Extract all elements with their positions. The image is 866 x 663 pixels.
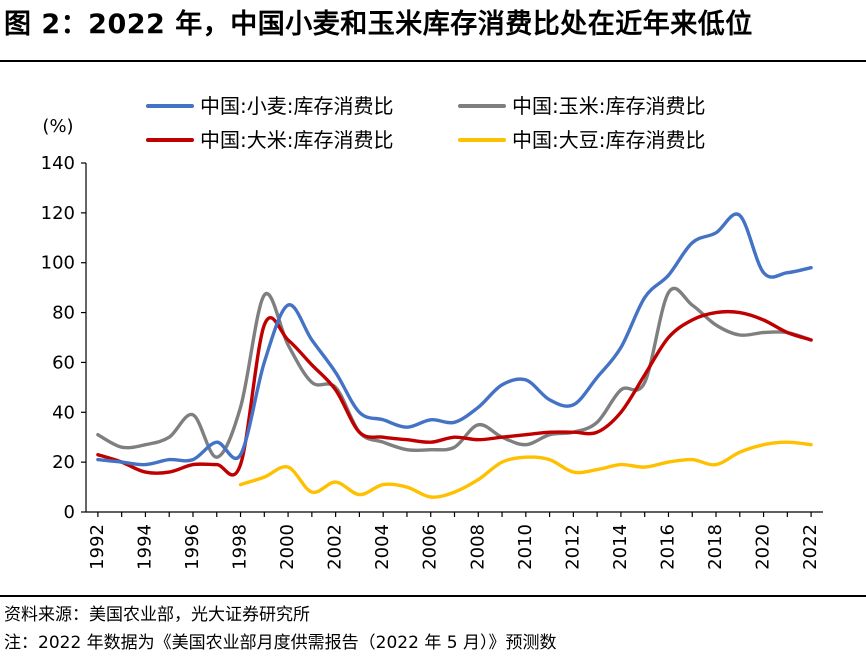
y-tick-label: 80 <box>52 303 75 324</box>
legend-label: 中国:大豆:库存消费比 <box>512 128 705 152</box>
chart-series-lines <box>96 212 813 499</box>
x-tick-label: 2020 <box>753 524 774 570</box>
legend-label: 中国:玉米:库存消费比 <box>512 94 705 118</box>
x-tick-label: 2012 <box>562 524 583 570</box>
line-chart: 0 20 40 60 80 100 120 140 1992 1994 1996 1998 2000 20… <box>41 94 823 570</box>
x-tick-label: 2018 <box>705 524 726 570</box>
chart-axes: 0 20 40 60 80 100 120 140 1992 1994 1996 1998 2000 20… <box>41 153 823 570</box>
y-tick-label: 20 <box>52 452 75 473</box>
x-tick-label: 1994 <box>134 524 155 570</box>
x-tick-label: 2008 <box>467 524 488 570</box>
series-line-0 <box>96 212 813 467</box>
series-line-2 <box>96 309 813 477</box>
y-tick-label: 140 <box>41 153 75 174</box>
x-tick-label: 2016 <box>657 524 678 570</box>
legend-label: 中国:大米:库存消费比 <box>200 128 393 152</box>
x-tick-label: 1992 <box>87 524 108 570</box>
top-rule <box>0 60 866 62</box>
x-tick-label: 2022 <box>800 524 821 570</box>
y-tick-label: 60 <box>52 352 75 373</box>
x-tick-label: 2000 <box>277 524 298 570</box>
series-line-1 <box>96 286 813 459</box>
legend-label: 中国:小麦:库存消费比 <box>200 94 393 118</box>
y-axis-unit-label: (%) <box>42 116 73 137</box>
x-tick-label: 2014 <box>610 524 631 570</box>
x-tick-label: 2004 <box>372 524 393 570</box>
y-tick-label: 40 <box>52 402 75 423</box>
y-tick-label: 100 <box>41 253 75 274</box>
figure-title: 图 2：2022 年，中国小麦和玉米库存消费比处在近年来低位 <box>4 9 753 40</box>
x-tick-label: 2002 <box>325 524 346 570</box>
bottom-rule <box>0 595 866 597</box>
y-tick-label: 0 <box>64 502 75 523</box>
x-tick-label: 2010 <box>515 524 536 570</box>
series-line-3 <box>238 440 813 499</box>
y-tick-label: 120 <box>41 203 75 224</box>
source-note: 资料来源：美国农业部，光大证券研究所 <box>4 605 310 625</box>
x-tick-label: 1998 <box>230 524 251 570</box>
x-tick-label: 2006 <box>420 524 441 570</box>
x-tick-label: 1996 <box>182 524 203 570</box>
footnote: 注：2022 年数据为《美国农业部月度供需报告（2022 年 5 月）》预测数 <box>4 633 557 653</box>
